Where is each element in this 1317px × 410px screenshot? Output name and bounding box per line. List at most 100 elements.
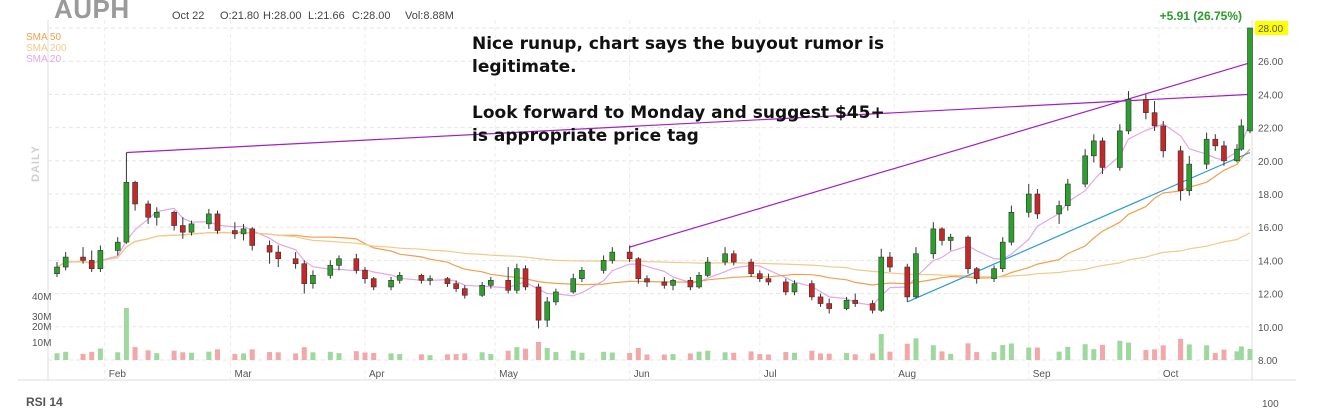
volume-bar (293, 353, 299, 360)
candle-body (939, 228, 945, 241)
volume-tick-label: 30M (32, 312, 51, 323)
candle-body (123, 182, 130, 243)
candle-body (114, 241, 121, 251)
volume-bar (852, 354, 858, 360)
candle-body (904, 266, 911, 298)
volume-bar (54, 353, 60, 360)
bar-low: L:21.66 (308, 10, 345, 22)
volume-bar (514, 347, 520, 360)
volume-bar (731, 352, 737, 360)
volume-bar (1000, 345, 1006, 360)
candle-body (730, 253, 737, 263)
candle-body (570, 278, 577, 293)
resistance-trendline (126, 93, 1251, 154)
volume-bar (1082, 344, 1088, 360)
volume-bar (791, 352, 797, 360)
month-label: Jun (634, 369, 650, 380)
candle-body (1064, 183, 1071, 206)
candle-body (973, 268, 980, 279)
candle-body (696, 275, 702, 288)
month-label: Sep (1033, 369, 1051, 380)
volume-bar (948, 353, 954, 360)
candle-body (535, 286, 542, 321)
bar-volume: Vol:8.88M (405, 10, 454, 22)
chart-annotation: Nice runup, chart says the buyout rumor … (472, 34, 885, 146)
candlesticks (54, 27, 1253, 329)
candle-body (600, 260, 607, 271)
candle-body (878, 256, 885, 311)
date-axis: Feb Mar Apr May Jun Jul Aug Sep Oct (109, 369, 1179, 380)
candle-body (1117, 130, 1123, 168)
candle-body (1034, 193, 1041, 215)
volume-bar (783, 352, 789, 360)
candle-body (214, 213, 221, 231)
candle-body (765, 278, 772, 283)
candle-body (661, 281, 668, 286)
month-label: Apr (369, 369, 385, 380)
candle-body (444, 278, 451, 284)
candle-body (88, 260, 95, 269)
volume-bar (570, 350, 576, 360)
price-tick-label: 14.00 (1258, 256, 1283, 267)
candle-body (505, 280, 511, 291)
candle-body (479, 284, 485, 296)
candle-body (388, 280, 394, 288)
legend-sma-200: SMA 200 (26, 43, 67, 54)
volume-bar (1152, 349, 1158, 360)
volume-bar (965, 343, 971, 360)
volume-bar (809, 350, 815, 360)
candle-body (1143, 99, 1149, 113)
candle-body (240, 228, 247, 235)
month-label: Jul (764, 369, 777, 380)
volume-bar (427, 355, 433, 360)
volume-bar (1034, 347, 1040, 360)
sma-200-line (56, 231, 1251, 278)
bar-open: O:21.80 (220, 10, 260, 22)
volume-bar (991, 352, 997, 360)
volume-bar (870, 353, 876, 360)
volume-bar (974, 352, 980, 360)
volume-bar (336, 353, 342, 360)
price-tick-label: 12.00 (1258, 290, 1283, 301)
volume-bar (418, 354, 424, 360)
candle-body (1160, 125, 1167, 152)
candle-body (153, 211, 160, 218)
candle-body (644, 278, 650, 283)
candle-body (171, 211, 177, 226)
price-axis: 28.00 26.00 24.00 22.00 20.00 18.00 16.00 14.00… (1255, 21, 1288, 367)
candle-body (336, 258, 342, 266)
candle-body (544, 301, 551, 321)
volume-bar (844, 352, 850, 360)
candle-body (1203, 138, 1210, 165)
volume-bar (388, 353, 394, 360)
volume-bar (544, 348, 550, 360)
volume-bar (722, 352, 728, 360)
volume-bar (536, 341, 542, 360)
volume-bar (89, 351, 95, 360)
timeframe-label: DAILY (30, 145, 42, 182)
price-tick-label: 22.00 (1258, 124, 1283, 135)
support-trendline (907, 151, 1251, 303)
volume-bar (1065, 346, 1071, 360)
volume-bar (232, 353, 238, 360)
volume-bar (1117, 340, 1123, 360)
candle-body (1125, 99, 1132, 132)
candle-body (353, 258, 360, 271)
volume-bar (249, 349, 255, 360)
volume-bar (132, 347, 138, 360)
volume-bar (353, 351, 359, 360)
legend-sma-50: SMA 50 (26, 32, 62, 43)
volume-bar (63, 351, 69, 360)
volume-bar (362, 352, 368, 360)
volume-bar (301, 347, 307, 360)
candle-body (327, 265, 334, 276)
rsi-tick: 100 (1262, 399, 1279, 410)
volume-tick-label: 20M (32, 322, 51, 333)
volume-tick-label: 40M (32, 292, 51, 303)
volume-bar (505, 350, 511, 360)
volume-bar (1126, 342, 1132, 360)
candle-body (62, 256, 69, 268)
candle-body (887, 256, 893, 268)
candle-body (553, 291, 559, 303)
